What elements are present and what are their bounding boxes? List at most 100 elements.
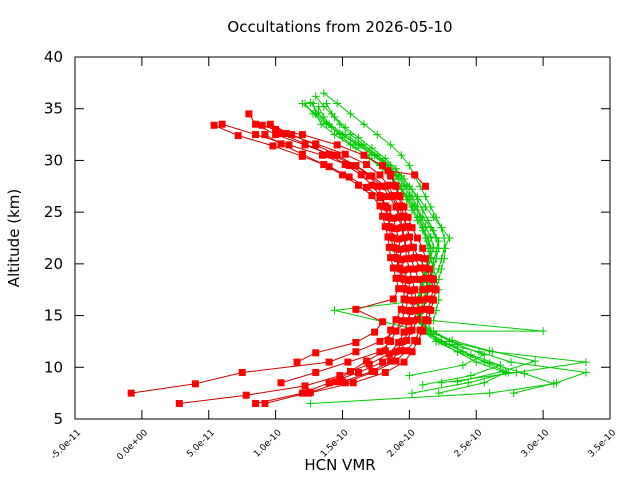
data-point-square xyxy=(365,172,373,180)
data-point-square xyxy=(175,399,183,407)
data-point-square xyxy=(312,141,320,149)
data-point-square xyxy=(403,223,411,231)
data-point-square xyxy=(384,181,392,189)
data-point-square xyxy=(427,274,435,282)
data-point-square xyxy=(363,183,371,191)
data-point-square xyxy=(301,382,309,390)
data-point-plus xyxy=(539,327,548,336)
data-point-square xyxy=(392,225,400,233)
data-point-square xyxy=(411,265,419,273)
data-point-plus xyxy=(512,368,521,377)
data-point-square xyxy=(400,234,408,242)
data-point-square xyxy=(381,223,389,231)
data-point-square xyxy=(384,167,392,175)
data-point-square xyxy=(379,162,387,170)
data-point-square xyxy=(416,264,424,272)
data-point-square xyxy=(395,235,403,243)
data-point-plus xyxy=(531,357,540,366)
y-axis-label: Altitude (km) xyxy=(5,189,23,287)
data-point-square xyxy=(425,265,433,273)
data-point-square xyxy=(416,296,424,304)
data-point-square xyxy=(415,254,423,262)
data-point-square xyxy=(282,130,290,138)
y-tick-label: 5 xyxy=(53,410,63,428)
data-point-square xyxy=(320,161,328,169)
data-point-square xyxy=(333,151,341,159)
data-point-square xyxy=(252,131,260,139)
data-point-square xyxy=(272,131,280,139)
data-point-plus xyxy=(445,340,454,349)
data-point-square xyxy=(397,305,405,313)
data-point-square xyxy=(411,171,419,179)
data-point-plus xyxy=(335,129,344,138)
data-point-plus xyxy=(408,389,417,398)
data-point-square xyxy=(363,161,371,169)
data-point-square xyxy=(392,316,400,324)
data-point-plus xyxy=(311,92,320,101)
data-point-plus xyxy=(429,213,438,222)
data-point-plus xyxy=(373,130,382,139)
data-point-square xyxy=(325,379,333,387)
data-point-square xyxy=(376,171,384,179)
data-point-square xyxy=(341,161,349,169)
data-point-square xyxy=(403,336,411,344)
data-point-plus xyxy=(434,389,443,398)
x-tick-label: 1.0e-10 xyxy=(252,428,284,460)
data-point-square xyxy=(423,295,431,303)
chart-title: Occultations from 2026-05-10 xyxy=(227,18,452,36)
data-point-square xyxy=(234,132,242,140)
data-point-square xyxy=(400,328,408,336)
data-point-square xyxy=(400,285,408,293)
data-point-plus xyxy=(426,232,435,241)
data-point-square xyxy=(360,151,368,159)
data-point-square xyxy=(384,212,392,220)
data-point-square xyxy=(352,338,360,346)
profile-line xyxy=(302,103,510,394)
data-point-square xyxy=(387,254,395,262)
y-tick-label: 30 xyxy=(44,151,63,169)
data-point-square xyxy=(395,264,403,272)
data-point-square xyxy=(397,274,405,282)
data-point-plus xyxy=(330,112,339,121)
data-point-plus xyxy=(421,192,430,201)
data-point-square xyxy=(411,254,419,262)
data-point-plus xyxy=(507,358,516,367)
data-point-square xyxy=(252,120,260,128)
data-point-square xyxy=(405,233,413,241)
data-point-square xyxy=(413,234,421,242)
data-point-square xyxy=(419,244,427,252)
data-point-plus xyxy=(426,247,435,256)
data-point-square xyxy=(424,285,432,293)
data-point-plus xyxy=(432,330,441,339)
data-point-square xyxy=(376,337,384,345)
data-point-square xyxy=(373,182,381,190)
data-point-square xyxy=(333,141,341,149)
data-point-square xyxy=(277,379,285,387)
data-point-square xyxy=(421,264,429,272)
data-point-square xyxy=(381,347,389,355)
data-point-square xyxy=(389,192,397,200)
y-tick-label: 25 xyxy=(44,203,63,221)
red-profile xyxy=(277,130,408,386)
data-point-square xyxy=(415,275,423,283)
data-point-square xyxy=(293,358,301,366)
data-point-square xyxy=(352,162,360,170)
x-tick-label: 5.0e-11 xyxy=(185,428,217,460)
data-point-plus xyxy=(306,98,315,107)
data-point-square xyxy=(389,243,397,251)
data-point-square xyxy=(384,336,392,344)
data-point-square xyxy=(405,265,413,273)
data-point-square xyxy=(298,150,306,158)
data-point-square xyxy=(400,266,408,274)
data-point-square xyxy=(404,296,412,304)
data-point-plus xyxy=(437,223,446,232)
data-point-plus xyxy=(418,206,427,215)
data-point-square xyxy=(355,368,363,376)
green-profile xyxy=(311,92,505,389)
data-point-square xyxy=(245,110,253,118)
data-point-square xyxy=(301,140,309,148)
data-point-square xyxy=(397,202,405,210)
data-point-plus xyxy=(410,201,419,210)
data-point-square xyxy=(376,348,384,356)
